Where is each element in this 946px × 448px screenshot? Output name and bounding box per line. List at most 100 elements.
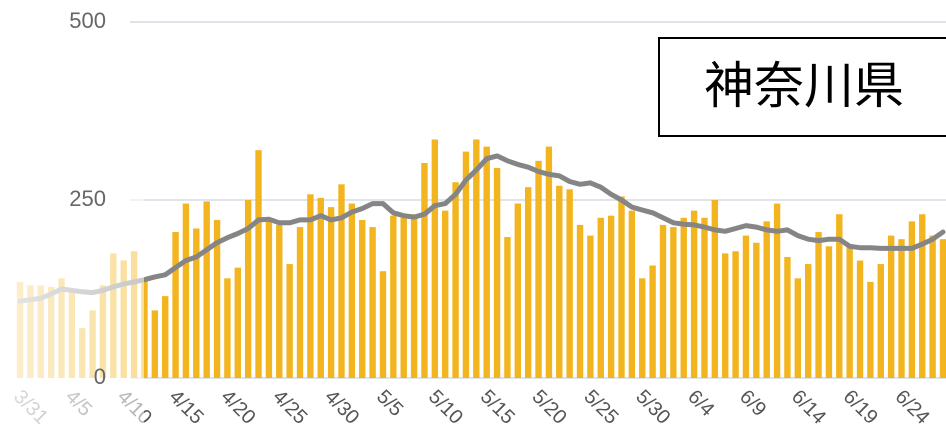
bar [825,246,833,378]
bar [815,232,822,378]
bar [773,203,781,378]
x-tick-label: 5/10 [424,386,467,429]
chart-title: 神奈川県 [704,58,904,114]
bar [576,224,584,378]
bar [390,215,397,378]
bar [462,151,470,378]
bar [939,239,946,378]
y-labels: 0 250 500 [69,8,106,389]
bar [493,167,501,378]
bar [338,184,345,378]
bar [701,217,708,378]
bar [473,139,480,378]
x-tick-label: 6/4 [683,386,718,421]
bar [524,187,532,378]
bar [369,227,376,378]
x-tick-label: 6/24 [891,386,934,429]
bar [639,278,646,378]
bar [410,214,418,378]
bar [452,182,459,378]
x-tick-label: 5/5 [372,386,407,421]
y-tick-label: 250 [69,186,106,211]
bar [763,221,770,378]
bar [255,150,262,378]
bar [618,196,625,378]
bar [794,278,802,378]
bar [234,267,241,378]
x-tick-label: 6/14 [787,386,830,429]
bar [545,146,553,378]
bar [711,200,719,378]
bar [193,228,200,378]
bar [276,224,283,378]
bar [732,251,739,378]
bar [836,214,843,378]
lines [17,153,946,304]
bar [431,139,439,378]
bar [670,227,677,378]
bar [867,281,874,378]
bar [327,207,335,378]
y-tick-label: 0 [94,364,106,389]
y-tick-label: 500 [69,8,106,33]
x-tick-label: 4/15 [165,386,208,429]
bar [213,219,221,378]
x-labels: 3/314/54/104/154/204/254/305/55/105/155/… [9,386,934,429]
bar [690,210,698,378]
bar [265,217,273,378]
x-tick-label: 6/19 [839,386,882,429]
x-tick-label: 5/20 [528,386,571,429]
bar [514,203,521,378]
bar [379,271,387,378]
bar [421,162,428,378]
bar [607,215,615,378]
x-tick-label: 6/9 [735,386,770,421]
bar [556,185,563,378]
bar [359,219,366,378]
bar [846,246,853,378]
bar [784,256,791,378]
bar [535,160,542,378]
bar [898,239,905,378]
bar [203,201,210,378]
bar [628,210,636,378]
bar [141,278,148,378]
x-tick-label: 5/15 [476,386,519,429]
bar [483,146,490,378]
bar [348,203,356,378]
x-tick-label: 5/25 [579,386,622,429]
bar [659,224,667,378]
bar [929,235,936,378]
bar [224,278,231,378]
x-tick-label: 5/30 [631,386,674,429]
bar [908,221,916,378]
bar [296,227,304,378]
title-box [658,37,946,137]
bar [587,235,594,378]
bar [317,197,324,378]
bar [286,264,293,378]
x-tick-label: 4/25 [268,386,311,429]
bar [161,296,169,378]
bar [680,217,687,378]
bar [649,265,656,378]
bar [182,203,190,378]
x-tick-label: 4/20 [217,386,260,429]
bar [400,217,407,378]
bar [151,310,159,378]
moving-average-line [17,153,946,304]
bar [504,237,511,378]
x-tick-label: 4/30 [320,386,363,429]
bar [722,253,729,378]
bar [804,264,812,378]
bar [856,260,864,378]
bar [887,235,895,378]
bar [172,232,179,378]
bar [307,194,314,378]
bar [753,242,760,378]
bars [16,139,946,378]
fade-overlay [0,150,144,448]
bar [442,210,449,378]
